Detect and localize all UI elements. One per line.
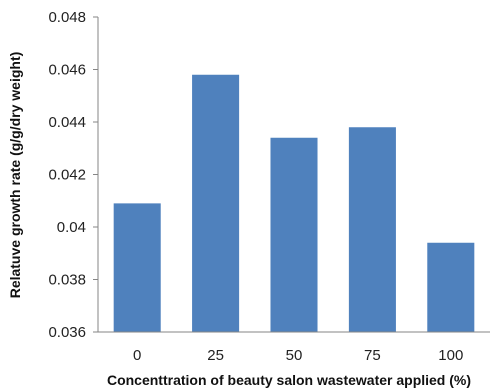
x-ticks-group: 0 25 50 75 100 <box>133 347 463 364</box>
bar-50 <box>270 137 318 332</box>
x-axis-title: Concenttration of beauty salon wastewate… <box>107 372 471 388</box>
bar-0 <box>113 203 161 332</box>
y-ticks-group: 0.036 0.038 0.04 0.042 0.044 0.046 0.048 <box>48 9 98 341</box>
x-tick-label: 0 <box>133 347 141 364</box>
x-tick-label: 75 <box>364 347 381 364</box>
bar-25 <box>192 74 240 332</box>
y-tick-label: 0.042 <box>48 167 86 184</box>
y-tick-label: 0.038 <box>48 272 86 289</box>
bar-100 <box>427 242 475 332</box>
x-tick-label: 50 <box>286 347 303 364</box>
y-axis-title: Relatuve growth rate (g/g/dry weight) <box>7 52 23 299</box>
y-tick-label: 0.044 <box>48 114 86 131</box>
x-tick-label: 25 <box>207 347 224 364</box>
y-tick-label: 0.036 <box>48 324 86 341</box>
bar-75 <box>348 127 396 332</box>
y-tick-label: 0.048 <box>48 9 86 26</box>
y-tick-label: 0.046 <box>48 62 86 79</box>
x-tick-label: 100 <box>438 347 463 364</box>
y-tick-label: 0.04 <box>57 219 86 236</box>
bars-group <box>113 74 475 332</box>
